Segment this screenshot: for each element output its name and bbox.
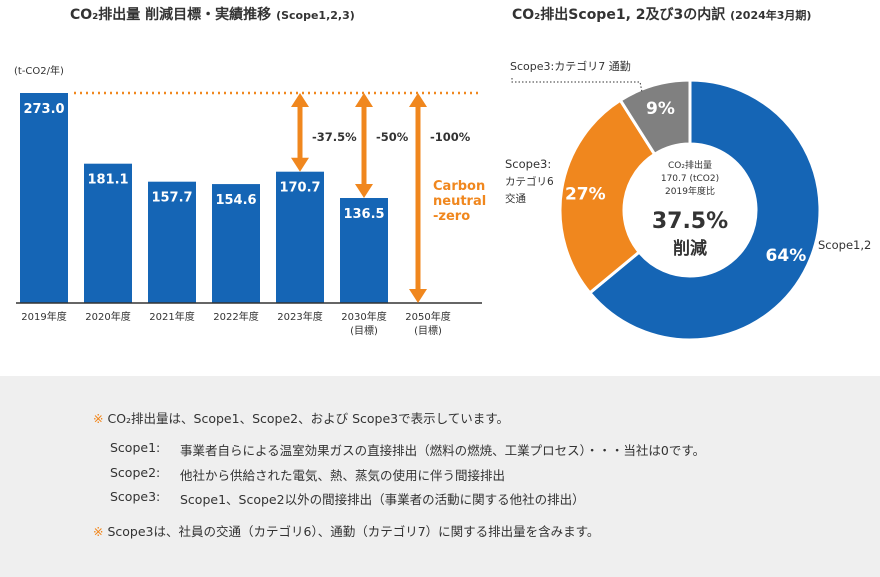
- definition-value: Scope1、Scope2以外の間接排出（事業者の活動に関する他社の排出）: [180, 492, 585, 507]
- bar-5: [340, 198, 388, 303]
- slice-label-scope3-cat6: カテゴリ6: [505, 175, 554, 188]
- category-label: 2019年度: [21, 310, 66, 323]
- pie-chart-title-main: CO₂排出Scope1, 2及び3の内訳: [512, 7, 726, 23]
- note-line-2: ※ Scope3は、社員の交通（カテゴリ6）、通勤（カテゴリ7）に関する排出量を…: [93, 521, 599, 540]
- definition-value: 事業者自らによる温室効果ガスの直接排出（燃料の燃焼、工業プロセス）・・・当社は0…: [180, 443, 706, 458]
- bar-value-label: 154.6: [215, 193, 256, 208]
- center-caption: CO₂排出量: [668, 159, 712, 171]
- carbon-neutral-label: neutral: [433, 194, 486, 209]
- leader-line: [511, 78, 643, 93]
- pie-chart-title: CO₂排出Scope1, 2及び3の内訳 (2024年3月期): [512, 4, 811, 24]
- note-line-1: ※ CO₂排出量は、Scope1、Scope2、および Scope3で表示してい…: [93, 408, 509, 427]
- category-label: 2022年度: [213, 310, 258, 323]
- arrow-head-up: [355, 93, 373, 107]
- category-label: (目標): [350, 324, 378, 337]
- bar-4: [276, 171, 324, 303]
- slice-value-label: 64%: [766, 246, 807, 266]
- bar-value-label: 273.0: [23, 102, 64, 117]
- bar-chart-title-main: CO₂排出量 削減目標・実績推移: [70, 7, 272, 23]
- definition-value: 他社から供給された電気、熱、蒸気の使用に伴う間接排出: [180, 468, 506, 483]
- slice-label-scope3-cat7: Scope3:カテゴリ7 通勤: [510, 59, 631, 73]
- note-mark: ※: [93, 411, 104, 426]
- category-label: 2023年度: [277, 310, 322, 323]
- definition-key: Scope1:: [110, 440, 161, 455]
- slice-label-scope3-cat6: Scope3:: [505, 157, 551, 171]
- arrow-head-down: [409, 289, 427, 303]
- pie-slice-0: [587, 78, 822, 342]
- definition-key: Scope3:: [110, 489, 161, 504]
- center-caption: 170.7 (tCO2): [661, 174, 719, 184]
- annotation-label: -50%: [376, 130, 409, 144]
- arrow-head-up: [291, 93, 309, 107]
- bar-value-label: 136.5: [343, 207, 384, 222]
- bar-chart: 273.0 181.1 157.7 154.6 170.7 136.5 2019年度 2020…: [16, 91, 486, 337]
- category-label: 2021年度: [149, 310, 194, 323]
- annotation-label: -37.5%: [312, 130, 357, 144]
- slice-value-label: 27%: [565, 184, 606, 204]
- slice-label-scope12: Scope1,2: [818, 238, 871, 252]
- notes-panel: ※ CO₂排出量は、Scope1、Scope2、および Scope3で表示してい…: [0, 376, 880, 577]
- pie-slice-1: [558, 98, 657, 295]
- category-label: 2030年度: [341, 310, 386, 323]
- category-label: 2050年度: [405, 310, 450, 323]
- category-label: 2020年度: [85, 310, 130, 323]
- bar-value-label: 181.1: [87, 173, 128, 188]
- bar-chart-title-sub: (Scope1,2,3): [276, 9, 355, 22]
- y-axis-unit-label: (t-CO2/年): [14, 66, 64, 77]
- pie-chart: 64% 27% 9% CO₂排出量 170.7 (tCO2)2019年度比 37.5% 削減…: [505, 59, 871, 342]
- carbon-neutral-label: Carbon: [433, 179, 485, 194]
- bar-value-label: 157.7: [151, 191, 192, 206]
- bar-chart-title: CO₂排出量 削減目標・実績推移 (Scope1,2,3): [70, 4, 355, 24]
- bar-value-label: 170.7: [279, 181, 320, 196]
- bar-0: [20, 93, 68, 303]
- annotation-label: -100%: [430, 130, 471, 144]
- bar-3: [212, 184, 260, 303]
- bar-1: [84, 163, 132, 303]
- center-reduction-value: 37.5%: [652, 209, 728, 234]
- category-label: (目標): [414, 324, 442, 337]
- pie-slice-2: [618, 78, 692, 157]
- arrow-head-down: [291, 157, 309, 172]
- note-text-2: Scope3は、社員の交通（カテゴリ6）、通勤（カテゴリ7）に関する排出量を含み…: [107, 524, 600, 539]
- arrow-head-down: [355, 184, 373, 198]
- arrow-head-up: [409, 93, 427, 107]
- center-reduction-label: 削減: [673, 238, 707, 259]
- bar-2: [148, 181, 196, 303]
- carbon-neutral-label: -zero: [433, 209, 470, 224]
- slice-value-label: 9%: [646, 99, 675, 119]
- pie-chart-title-sub: (2024年3月期): [730, 9, 812, 22]
- center-caption: 2019年度比: [665, 185, 715, 197]
- note-mark: ※: [93, 524, 104, 539]
- slice-label-scope3-cat6: 交通: [505, 192, 526, 205]
- note-text-1: CO₂排出量は、Scope1、Scope2、および Scope3で表示しています…: [107, 411, 509, 426]
- definition-key: Scope2:: [110, 465, 161, 480]
